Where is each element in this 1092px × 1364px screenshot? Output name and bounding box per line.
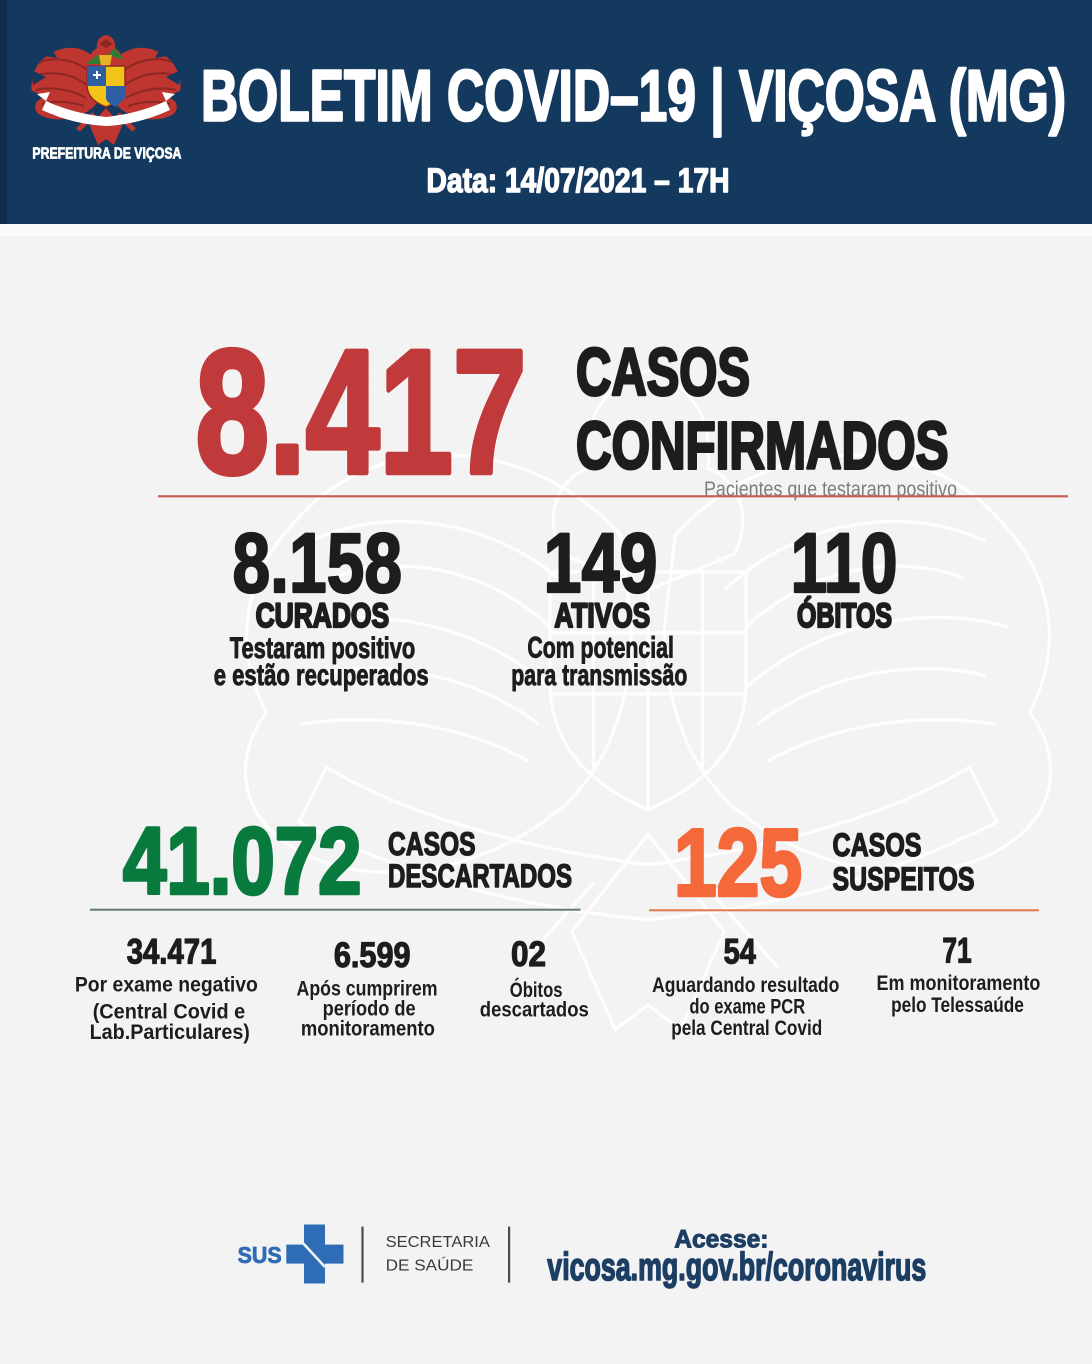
svg-text:e estão recuperados: e estão recuperados xyxy=(214,659,429,692)
svg-text:Pacientes que testaram positiv: Pacientes que testaram positivo xyxy=(704,478,957,501)
svg-text:34.471: 34.471 xyxy=(127,933,217,972)
svg-text:8.158: 8.158 xyxy=(233,516,403,610)
svg-text:Acesse:: Acesse: xyxy=(674,1226,768,1254)
svg-text:SUS: SUS xyxy=(238,1242,282,1268)
svg-text:6.599: 6.599 xyxy=(334,936,411,975)
svg-text:DESCARTADOS: DESCARTADOS xyxy=(388,858,572,894)
svg-text:SUSPEITOS: SUSPEITOS xyxy=(833,861,975,897)
svg-text:Lab.Particulares): Lab.Particulares) xyxy=(90,1021,250,1044)
svg-text:110: 110 xyxy=(791,516,898,610)
svg-text:Com potencial: Com potencial xyxy=(527,632,674,665)
svg-text:vicosa.mg.gov.br/coronavirus: vicosa.mg.gov.br/coronavirus xyxy=(547,1246,926,1289)
svg-text:SECRETARIA: SECRETARIA xyxy=(386,1234,491,1251)
svg-text:CASOS: CASOS xyxy=(388,826,476,862)
svg-text:CONFIRMADOS: CONFIRMADOS xyxy=(576,409,949,484)
svg-text:pelo Telessaúde: pelo Telessaúde xyxy=(891,994,1024,1017)
svg-text:41.072: 41.072 xyxy=(123,809,362,915)
svg-text:ATIVOS: ATIVOS xyxy=(554,597,650,635)
svg-text:71: 71 xyxy=(942,932,971,971)
svg-text:para transmissão: para transmissão xyxy=(511,659,687,692)
svg-text:do exame PCR: do exame PCR xyxy=(689,996,805,1019)
svg-text:Data: 14/07/2021 – 17H: Data: 14/07/2021 – 17H xyxy=(427,162,730,200)
svg-text:pela Central Covid: pela Central Covid xyxy=(671,1017,822,1040)
svg-text:Em monitoramento: Em monitoramento xyxy=(877,972,1041,995)
svg-text:125: 125 xyxy=(674,810,802,917)
svg-text:ÓBITOS: ÓBITOS xyxy=(797,597,892,635)
svg-text:monitoramento: monitoramento xyxy=(301,1018,435,1041)
svg-text:Testaram positivo: Testaram positivo xyxy=(230,632,415,665)
svg-text:(Central Covid e: (Central Covid e xyxy=(93,1001,246,1024)
svg-text:CURADOS: CURADOS xyxy=(256,597,390,635)
svg-text:54: 54 xyxy=(724,932,757,971)
svg-text:BOLETIM COVID–19 | VIÇOSA (MG): BOLETIM COVID–19 | VIÇOSA (MG) xyxy=(201,57,1066,137)
svg-text:CASOS: CASOS xyxy=(833,827,922,863)
svg-text:DE SAÚDE: DE SAÚDE xyxy=(386,1255,474,1274)
svg-text:PREFEITURA DE VIÇOSA: PREFEITURA DE VIÇOSA xyxy=(32,146,181,163)
svg-text:descartados: descartados xyxy=(480,999,589,1022)
svg-text:CASOS: CASOS xyxy=(576,335,750,410)
svg-text:Óbitos: Óbitos xyxy=(510,978,563,1002)
svg-text:8.417: 8.417 xyxy=(196,315,527,511)
svg-text:período de: período de xyxy=(323,998,416,1021)
svg-text:Após cumprirem: Após cumprirem xyxy=(297,978,438,1001)
svg-text:149: 149 xyxy=(544,516,658,610)
svg-text:Por exame negativo: Por exame negativo xyxy=(75,974,258,997)
svg-text:Aguardando resultado: Aguardando resultado xyxy=(652,974,839,997)
svg-text:02: 02 xyxy=(511,935,546,974)
